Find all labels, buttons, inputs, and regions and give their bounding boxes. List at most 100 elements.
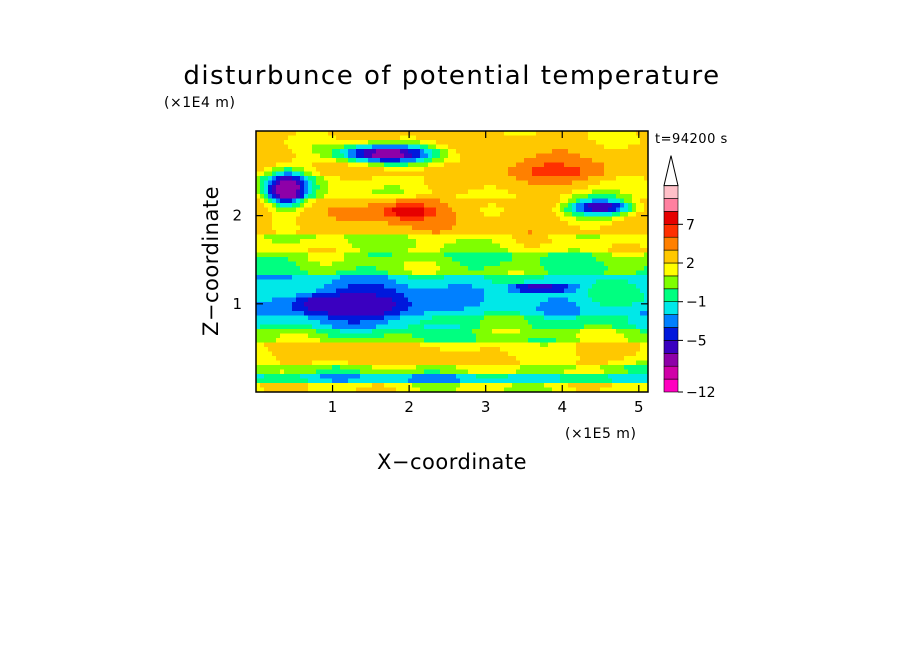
field-cell (480, 194, 485, 200)
field-cell (392, 212, 397, 218)
field-cell (608, 225, 613, 231)
field-cell (276, 261, 281, 267)
field-cell (332, 180, 337, 186)
field-cell (340, 306, 345, 312)
field-cell (464, 266, 469, 272)
field-cell (420, 144, 425, 150)
field-cell (532, 167, 537, 173)
field-cell (324, 302, 329, 308)
field-cell (592, 216, 597, 222)
field-cell (380, 261, 385, 267)
field-cell (576, 212, 581, 218)
field-cell (608, 338, 613, 344)
field-cell (572, 225, 577, 231)
field-cell (300, 221, 305, 227)
field-cell (304, 324, 309, 330)
field-cell (624, 338, 629, 344)
field-cell (636, 203, 641, 209)
field-cell (644, 243, 648, 249)
field-cell (256, 230, 261, 236)
field-cell (576, 311, 581, 317)
field-cell (400, 338, 405, 344)
field-cell (264, 203, 269, 209)
field-cell (400, 252, 405, 258)
field-cell (400, 248, 405, 254)
field-cell (480, 225, 485, 231)
field-cell (592, 230, 597, 236)
field-cell (424, 338, 429, 344)
field-cell (316, 320, 321, 326)
field-cell (512, 311, 517, 317)
field-cell (420, 279, 425, 285)
field-cell (640, 203, 645, 209)
field-cell (352, 248, 357, 254)
field-cell (536, 248, 541, 254)
field-cell (640, 275, 645, 281)
field-cell (492, 207, 497, 213)
field-cell (260, 230, 265, 236)
field-cell (380, 275, 385, 281)
field-cell (620, 216, 625, 222)
field-cell (296, 153, 301, 159)
field-cell (340, 207, 345, 213)
field-cell (628, 266, 633, 272)
field-cell (544, 234, 549, 240)
field-cell (424, 212, 429, 218)
field-cell (628, 225, 633, 231)
field-cell (556, 297, 561, 303)
field-cell (304, 320, 309, 326)
field-cell (552, 338, 557, 344)
field-cell (408, 351, 413, 357)
field-cell (640, 176, 645, 182)
field-cell (308, 284, 313, 290)
field-cell (460, 230, 465, 236)
field-cell (420, 189, 425, 195)
field-cell (424, 144, 429, 150)
field-cell (424, 239, 429, 245)
field-cell (272, 270, 277, 276)
field-cell (504, 270, 509, 276)
field-cell (364, 333, 369, 339)
field-cell (476, 315, 481, 321)
field-cell (312, 234, 317, 240)
field-cell (484, 225, 489, 231)
field-cell (420, 306, 425, 312)
field-cell (584, 162, 589, 168)
field-cell (456, 167, 461, 173)
field-cell (604, 297, 609, 303)
field-cell (308, 248, 313, 254)
field-cell (404, 185, 409, 191)
field-cell (444, 239, 449, 245)
field-cell (332, 162, 337, 168)
field-cell (348, 311, 353, 317)
field-cell (512, 149, 517, 155)
field-cell (272, 275, 277, 281)
field-cell (328, 162, 333, 168)
field-cell (360, 279, 365, 285)
field-cell (588, 194, 593, 200)
field-cell (464, 351, 469, 357)
field-cell (292, 342, 297, 348)
field-cell (640, 144, 645, 150)
field-cell (488, 275, 493, 281)
field-cell (400, 176, 405, 182)
field-cell (340, 333, 345, 339)
field-cell (472, 158, 477, 164)
field-cell (624, 207, 629, 213)
field-cell (276, 342, 281, 348)
field-cell (492, 243, 497, 249)
field-cell (616, 252, 621, 258)
field-cell (356, 135, 361, 141)
field-cell (628, 356, 633, 362)
field-cell (536, 333, 541, 339)
field-cell (572, 302, 577, 308)
field-cell (612, 203, 617, 209)
field-cell (292, 329, 297, 335)
field-cell (556, 288, 561, 294)
field-cell (604, 306, 609, 312)
field-cell (328, 230, 333, 236)
field-cell (264, 284, 269, 290)
field-cell (304, 248, 309, 254)
field-cell (292, 198, 297, 204)
field-cell (468, 288, 473, 294)
